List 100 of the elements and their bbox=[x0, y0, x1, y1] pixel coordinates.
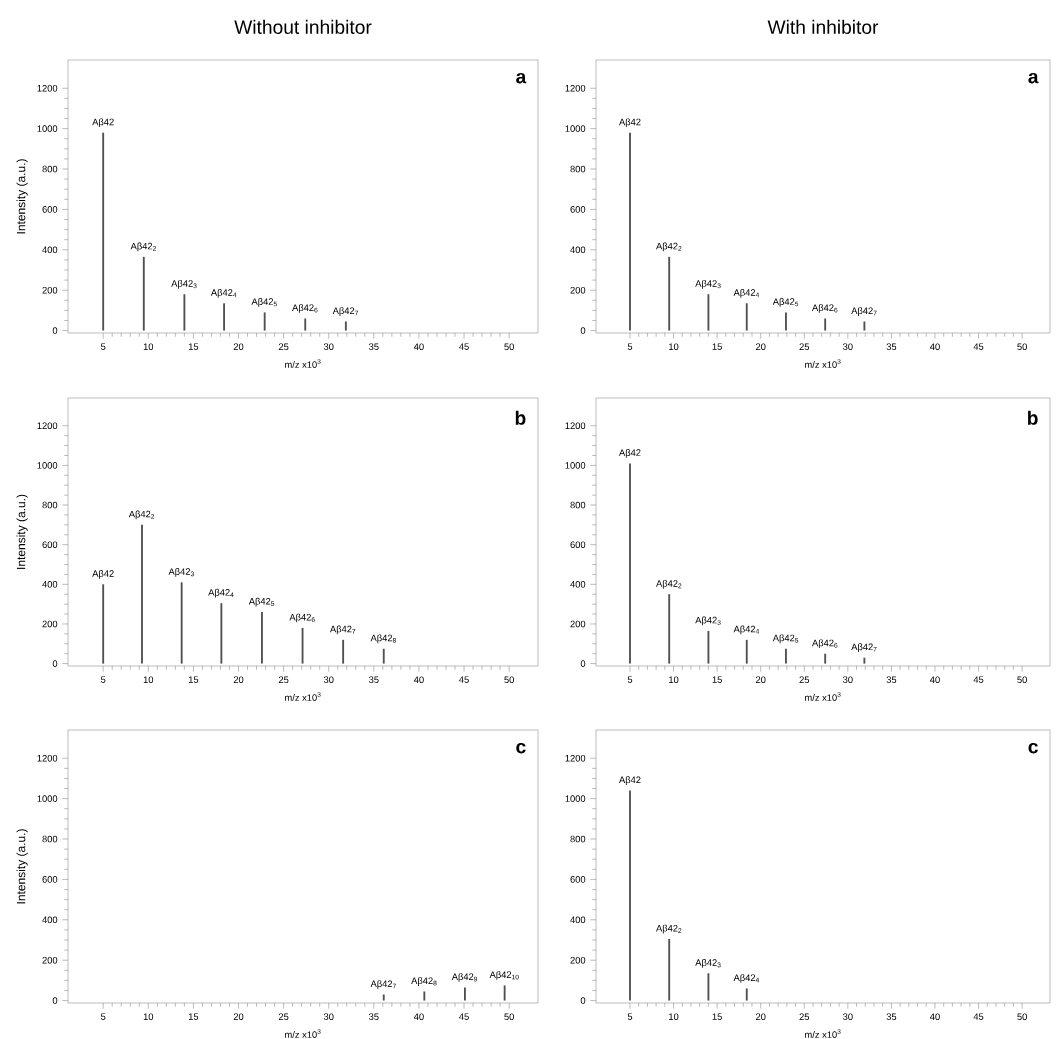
y-tick-label: 200 bbox=[42, 620, 58, 628]
x-tick-label: 5 bbox=[100, 676, 106, 683]
y-tick-label: 600 bbox=[570, 876, 586, 883]
y-tick-label: 0 bbox=[52, 660, 58, 667]
x-axis-title: m/z x10$^{3}$ bbox=[285, 1029, 321, 1038]
x-tick-label: 40 bbox=[930, 1013, 940, 1020]
data-label: Aβ42$_{5}$ bbox=[772, 634, 799, 644]
y-tick-label: 600 bbox=[42, 206, 58, 213]
y-tick-label: 800 bbox=[42, 165, 58, 173]
y-tick-label: 600 bbox=[42, 876, 58, 883]
y-tick-label: 0 bbox=[580, 660, 586, 667]
data-label: Aβ42 bbox=[92, 118, 114, 128]
data-label: Aβ42 bbox=[92, 570, 114, 579]
y-tick-label: 600 bbox=[570, 541, 586, 548]
data-label: Aβ42$_{8}$ bbox=[370, 634, 396, 644]
data-label: Aβ42$_{9}$ bbox=[451, 973, 478, 982]
x-tick-label: 40 bbox=[413, 1013, 424, 1020]
x-tick-label: 35 bbox=[886, 676, 897, 683]
x-tick-label: 25 bbox=[799, 676, 810, 683]
y-tick-label: 800 bbox=[570, 501, 586, 509]
data-label: Aβ42 bbox=[619, 449, 641, 458]
y-tick-label: 200 bbox=[42, 956, 58, 964]
y-tick-label: 400 bbox=[570, 581, 586, 588]
annotation: b bbox=[515, 410, 526, 425]
x-tick-label: 20 bbox=[755, 1013, 766, 1020]
y-tick-label: 0 bbox=[580, 327, 586, 334]
data-label: Aβ42$_{6}$ bbox=[289, 613, 315, 623]
y-tick-label: 0 bbox=[52, 997, 58, 1004]
x-tick-label: 25 bbox=[278, 676, 289, 683]
x-tick-label: 40 bbox=[413, 343, 424, 350]
y-tick-label: 1000 bbox=[565, 125, 586, 132]
x-tick-label: 10 bbox=[669, 1013, 679, 1020]
y-tick-label: 400 bbox=[42, 246, 58, 254]
x-tick-label: 25 bbox=[799, 1013, 810, 1020]
x-axis-title: m/z x10$^{3}$ bbox=[805, 359, 841, 368]
data-label: Aβ42$_{4}$ bbox=[733, 289, 760, 298]
x-tick-label: 45 bbox=[973, 343, 984, 350]
data-label: Aβ42$_{3}$ bbox=[695, 279, 721, 289]
data-label: Aβ42$_{7}$ bbox=[851, 643, 877, 653]
chart-title: Without inhibitor bbox=[234, 19, 372, 34]
data-label: Aβ42$_{3}$ bbox=[695, 616, 721, 626]
y-tick-label: 600 bbox=[42, 541, 58, 548]
x-tick-label: 25 bbox=[799, 343, 810, 350]
y-axis-title: Intensity (a.u.) bbox=[16, 159, 28, 234]
x-tick-label: 5 bbox=[100, 1013, 106, 1020]
x-axis-title: m/z x10$^{3}$ bbox=[805, 1029, 841, 1038]
data-label: Aβ42$_{3}$ bbox=[171, 279, 197, 289]
y-tick-label: 200 bbox=[570, 956, 586, 964]
x-tick-label: 30 bbox=[323, 343, 334, 350]
annotation: a bbox=[516, 72, 527, 84]
y-tick-label: 1200 bbox=[37, 422, 58, 430]
x-tick-label: 40 bbox=[930, 343, 940, 350]
y-tick-label: 0 bbox=[52, 327, 58, 334]
y-tick-label: 1200 bbox=[565, 84, 586, 92]
x-tick-label: 35 bbox=[368, 1013, 379, 1020]
x-tick-label: 5 bbox=[627, 676, 633, 683]
x-tick-label: 20 bbox=[755, 343, 766, 350]
y-tick-label: 1200 bbox=[37, 754, 58, 762]
data-label: Aβ42$_{3}$ bbox=[168, 568, 194, 577]
data-label: Aβ42$_{10}$ bbox=[489, 971, 519, 980]
x-tick-label: 45 bbox=[459, 676, 469, 683]
x-tick-label: 30 bbox=[843, 1013, 853, 1020]
x-tick-label: 5 bbox=[627, 343, 633, 350]
data-label: Aβ42 bbox=[619, 776, 641, 785]
y-axis-title: Intensity (a.u.) bbox=[16, 494, 28, 569]
y-tick-label: 0 bbox=[580, 997, 586, 1004]
x-tick-label: 35 bbox=[368, 343, 379, 350]
x-tick-label: 20 bbox=[233, 676, 244, 683]
x-tick-label: 15 bbox=[712, 676, 722, 683]
x-tick-label: 15 bbox=[188, 676, 199, 683]
x-tick-label: 10 bbox=[143, 676, 154, 683]
x-tick-label: 45 bbox=[459, 343, 469, 350]
annotation: c bbox=[516, 742, 526, 754]
x-tick-label: 30 bbox=[843, 676, 853, 683]
x-tick-label: 35 bbox=[886, 1013, 897, 1020]
x-tick-label: 10 bbox=[669, 676, 679, 683]
x-tick-label: 25 bbox=[278, 343, 289, 350]
data-label: Aβ42$_{2}$ bbox=[656, 924, 682, 934]
x-tick-label: 20 bbox=[233, 343, 244, 350]
data-label: Aβ42$_{7}$ bbox=[851, 307, 877, 316]
y-tick-label: 600 bbox=[570, 206, 586, 213]
y-tick-label: 1000 bbox=[37, 125, 58, 132]
x-tick-label: 10 bbox=[669, 343, 679, 350]
y-tick-label: 800 bbox=[570, 165, 586, 173]
y-tick-label: 800 bbox=[42, 835, 58, 843]
data-label: Aβ42$_{6}$ bbox=[812, 639, 838, 649]
x-tick-label: 30 bbox=[843, 343, 853, 350]
x-tick-label: 15 bbox=[712, 343, 722, 350]
x-tick-label: 20 bbox=[755, 676, 766, 683]
y-tick-label: 200 bbox=[570, 620, 586, 628]
y-tick-label: 400 bbox=[570, 246, 586, 254]
data-label: Aβ42$_{8}$ bbox=[411, 977, 437, 986]
data-label: Aβ42$_{2}$ bbox=[656, 579, 682, 589]
y-tick-label: 1200 bbox=[565, 422, 586, 430]
x-tick-label: 20 bbox=[233, 1013, 244, 1020]
x-tick-label: 30 bbox=[323, 1013, 334, 1020]
x-tick-label: 15 bbox=[188, 1013, 199, 1020]
x-tick-label: 25 bbox=[278, 1013, 289, 1020]
data-label: Aβ42$_{5}$ bbox=[772, 298, 799, 307]
y-tick-label: 400 bbox=[42, 916, 58, 924]
